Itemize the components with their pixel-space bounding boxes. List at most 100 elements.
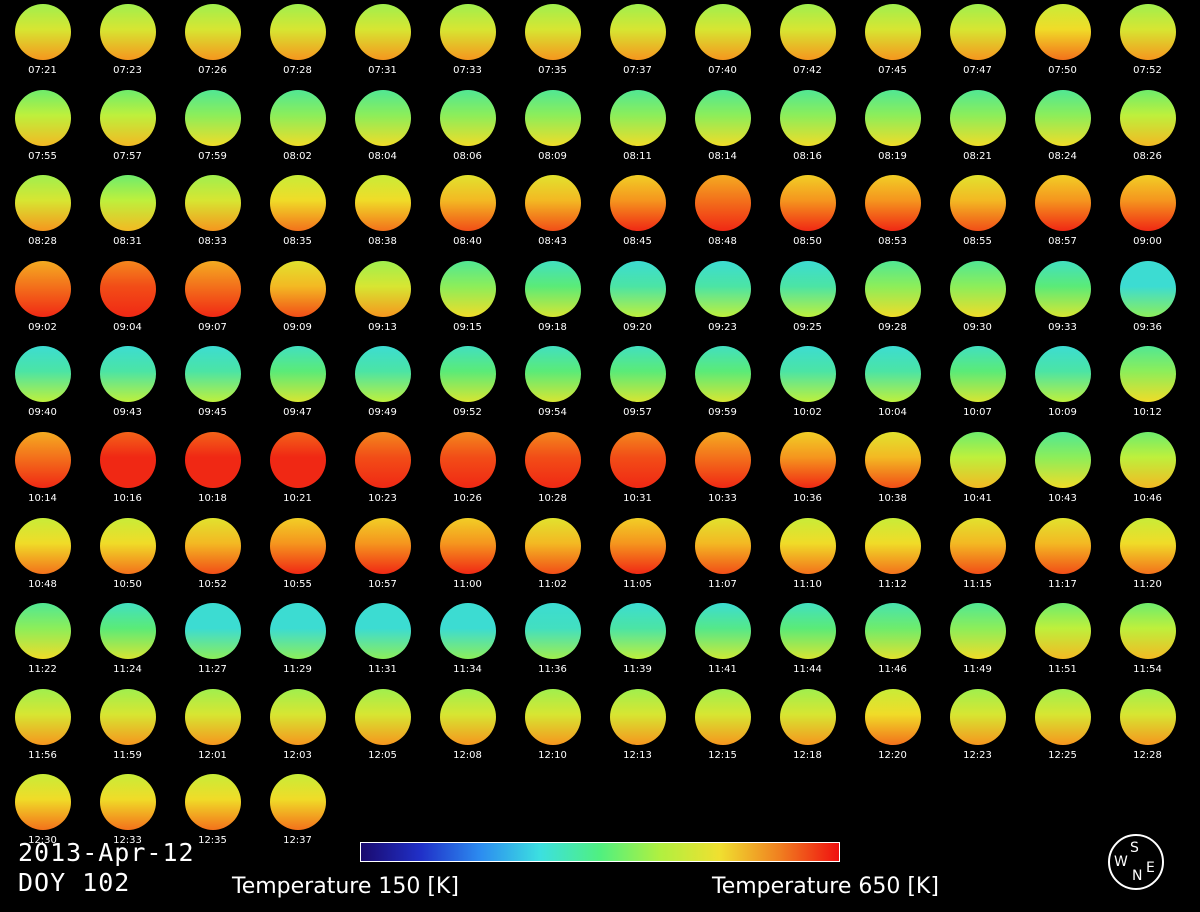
frame-time-label: 10:07 <box>963 407 992 418</box>
thermal-disk <box>100 90 156 146</box>
frame-time-label: 10:21 <box>283 493 312 504</box>
frame-time-label: 10:04 <box>878 407 907 418</box>
thermal-frame: 11:24 <box>85 599 170 685</box>
thermal-frame: 07:35 <box>510 0 595 86</box>
thermal-frame: 10:26 <box>425 428 510 514</box>
thermal-frame: 08:31 <box>85 171 170 257</box>
thermal-frame: 11:29 <box>255 599 340 685</box>
frame-time-label: 10:31 <box>623 493 652 504</box>
thermal-frame: 09:40 <box>0 342 85 428</box>
thermal-disk <box>525 518 581 574</box>
thermal-disk <box>780 689 836 745</box>
thermal-disk <box>525 90 581 146</box>
thermal-frame: 11:10 <box>765 514 850 600</box>
thermal-frame: 08:43 <box>510 171 595 257</box>
thermal-frame: 10:52 <box>170 514 255 600</box>
frame-time-label: 12:28 <box>1133 750 1162 761</box>
thermal-disk <box>610 261 666 317</box>
frame-time-label: 12:35 <box>198 835 227 846</box>
thermal-frame: 10:33 <box>680 428 765 514</box>
frame-time-label: 11:54 <box>1133 664 1162 675</box>
frame-time-label: 10:14 <box>28 493 57 504</box>
thermal-disk <box>100 346 156 402</box>
thermal-frame: 10:14 <box>0 428 85 514</box>
thermal-disk <box>440 175 496 231</box>
thermal-disk <box>270 261 326 317</box>
thermal-disk <box>780 261 836 317</box>
thermal-frame: 10:18 <box>170 428 255 514</box>
frame-time-label: 11:20 <box>1133 579 1162 590</box>
thermal-frame: 10:09 <box>1020 342 1105 428</box>
thermal-disk <box>185 261 241 317</box>
thermal-frame: 10:36 <box>765 428 850 514</box>
frame-time-label: 10:23 <box>368 493 397 504</box>
thermal-disk <box>525 346 581 402</box>
thermal-frame: 07:40 <box>680 0 765 86</box>
frame-time-label: 09:09 <box>283 322 312 333</box>
thermal-frame: 11:59 <box>85 685 170 771</box>
frame-time-label: 09:18 <box>538 322 567 333</box>
thermal-disk <box>355 261 411 317</box>
thermal-frame: 10:02 <box>765 342 850 428</box>
thermal-frame: 08:14 <box>680 86 765 172</box>
frame-time-label: 10:52 <box>198 579 227 590</box>
date-label: 2013-Apr-12 <box>18 838 195 867</box>
frame-time-label: 11:12 <box>878 579 907 590</box>
frame-time-label: 12:30 <box>28 835 57 846</box>
thermal-disk <box>270 175 326 231</box>
frame-time-label: 09:40 <box>28 407 57 418</box>
frame-time-label: 12:15 <box>708 750 737 761</box>
thermal-frame: 08:35 <box>255 171 340 257</box>
thermal-frame: 10:31 <box>595 428 680 514</box>
thermal-frame: 11:12 <box>850 514 935 600</box>
compass-south: S <box>1130 840 1139 856</box>
frame-time-label: 08:28 <box>28 236 57 247</box>
day-of-year-label: DOY 102 <box>18 868 131 897</box>
frame-time-label: 09:49 <box>368 407 397 418</box>
thermal-frame: 09:09 <box>255 257 340 343</box>
thermal-disk <box>865 518 921 574</box>
frame-time-label: 08:19 <box>878 151 907 162</box>
frame-time-label: 08:21 <box>963 151 992 162</box>
frame-time-label: 08:16 <box>793 151 822 162</box>
thermal-frame: 10:57 <box>340 514 425 600</box>
frame-time-label: 10:16 <box>113 493 142 504</box>
thermal-frame: 11:49 <box>935 599 1020 685</box>
thermal-frame: 08:02 <box>255 86 340 172</box>
thermal-disk <box>695 346 751 402</box>
frame-time-label: 08:53 <box>878 236 907 247</box>
frame-time-label: 11:22 <box>28 664 57 675</box>
thermal-frame: 09:18 <box>510 257 595 343</box>
frame-time-label: 07:42 <box>793 65 822 76</box>
frame-time-label: 09:02 <box>28 322 57 333</box>
thermal-disk <box>865 689 921 745</box>
frame-time-label: 10:28 <box>538 493 567 504</box>
thermal-frame: 08:21 <box>935 86 1020 172</box>
thermal-frame: 09:59 <box>680 342 765 428</box>
thermal-frame: 10:46 <box>1105 428 1190 514</box>
thermal-frame: 11:17 <box>1020 514 1105 600</box>
frame-time-label: 07:52 <box>1133 65 1162 76</box>
thermal-frame: 12:20 <box>850 685 935 771</box>
thermal-frame: 12:28 <box>1105 685 1190 771</box>
frame-time-label: 08:02 <box>283 151 312 162</box>
thermal-disk <box>185 175 241 231</box>
frame-time-label: 07:21 <box>28 65 57 76</box>
thermal-frame: 08:24 <box>1020 86 1105 172</box>
thermal-disk <box>610 175 666 231</box>
frame-time-label: 08:55 <box>963 236 992 247</box>
frame-time-label: 09:43 <box>113 407 142 418</box>
frame-time-label: 08:11 <box>623 151 652 162</box>
frame-time-label: 11:39 <box>623 664 652 675</box>
thermal-frame: 07:37 <box>595 0 680 86</box>
thermal-frame: 12:37 <box>255 770 340 856</box>
frame-time-label: 12:05 <box>368 750 397 761</box>
thermal-disk <box>1035 4 1091 60</box>
thermal-frame: 11:27 <box>170 599 255 685</box>
thermal-disk <box>15 774 71 830</box>
frame-time-label: 11:00 <box>453 579 482 590</box>
thermal-disk <box>695 689 751 745</box>
frame-time-label: 07:33 <box>453 65 482 76</box>
frame-time-label: 11:15 <box>963 579 992 590</box>
thermal-frame: 10:16 <box>85 428 170 514</box>
